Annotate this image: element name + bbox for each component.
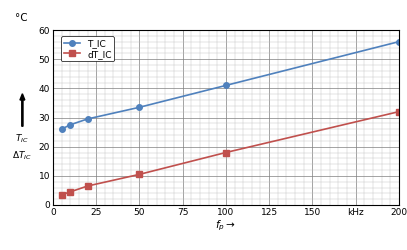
dT_IC (59, 193, 64, 196)
Legend: T_IC, dT_IC: T_IC, dT_IC (61, 36, 114, 62)
dT_IC (68, 190, 73, 194)
T_IC (137, 106, 142, 109)
Line: T_IC: T_IC (59, 39, 402, 132)
dT_IC (85, 184, 90, 188)
T_IC (396, 40, 401, 43)
Text: °C: °C (15, 13, 28, 23)
Line: dT_IC: dT_IC (59, 109, 402, 198)
Text: $\Delta T_{IC}$: $\Delta T_{IC}$ (12, 150, 33, 162)
dT_IC (223, 151, 228, 154)
X-axis label: $f_p \rightarrow$: $f_p \rightarrow$ (215, 218, 236, 232)
dT_IC (396, 110, 401, 113)
T_IC (85, 118, 90, 120)
T_IC (223, 84, 228, 87)
dT_IC (137, 173, 142, 176)
T_IC (59, 128, 64, 131)
Text: $T_{IC}$: $T_{IC}$ (15, 132, 29, 145)
T_IC (68, 123, 73, 126)
